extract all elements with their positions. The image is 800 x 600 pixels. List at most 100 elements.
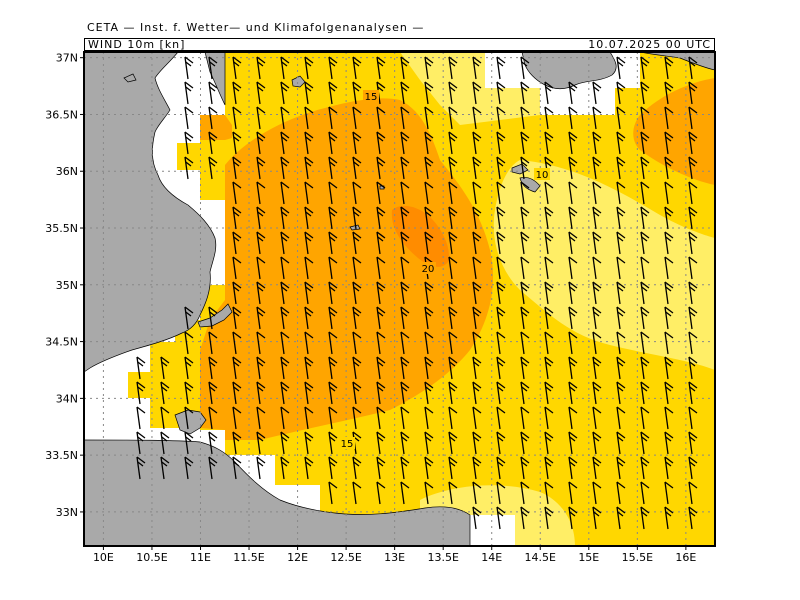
wind-barb	[304, 406, 314, 430]
wind-barb	[544, 256, 554, 280]
wind-barb	[280, 231, 290, 255]
wind-barb	[400, 256, 410, 280]
wind-barb	[664, 56, 674, 80]
lon-tick-label: 10E	[93, 551, 114, 564]
wind-barb	[664, 431, 674, 455]
wind-barb	[496, 456, 506, 480]
wind-barb	[640, 356, 650, 380]
wind-barb	[328, 231, 338, 255]
wind-barb	[136, 406, 146, 430]
wind-barb	[376, 106, 386, 130]
wind-barb	[520, 506, 530, 530]
wind-barb	[400, 456, 410, 480]
wind-barb	[448, 231, 458, 255]
wind-barb	[352, 56, 362, 80]
wind-barb	[592, 456, 602, 480]
wind-barb	[664, 306, 674, 330]
wind-barb	[472, 456, 482, 480]
wind-barb	[304, 106, 314, 130]
wind-barb	[352, 331, 362, 355]
wind-barb	[280, 306, 290, 330]
wind-barb	[352, 81, 362, 105]
wind-barb	[496, 381, 506, 405]
wind-barb	[472, 231, 482, 255]
wind-barb	[688, 131, 698, 155]
wind-barb	[664, 131, 674, 155]
wind-barb	[472, 331, 482, 355]
wind-barb	[496, 306, 506, 330]
wind-barb	[352, 481, 362, 505]
wind-barb	[232, 56, 242, 80]
wind-barb	[640, 406, 650, 430]
wind-barb	[688, 306, 698, 330]
wind-barb	[688, 256, 698, 280]
wind-barb	[472, 406, 482, 430]
wind-band-20-plus	[391, 205, 449, 267]
wind-barb	[304, 156, 314, 180]
wind-barb	[640, 206, 650, 230]
wind-barb	[448, 306, 458, 330]
wind-barb	[232, 381, 242, 405]
wind-barb	[640, 131, 650, 155]
wind-barb	[496, 181, 506, 205]
wind-barb	[400, 331, 410, 355]
wind-barb	[232, 206, 242, 230]
wind-barb	[640, 431, 650, 455]
lon-tick-label: 13.5E	[427, 551, 458, 564]
wind-barb	[688, 381, 698, 405]
wind-barb	[640, 281, 650, 305]
wind-barb	[496, 206, 506, 230]
map-frame	[83, 51, 716, 547]
wind-barb	[184, 56, 194, 80]
wind-barb	[424, 456, 434, 480]
wind-barb	[544, 306, 554, 330]
lon-tick-label: 11E	[190, 551, 211, 564]
wind-barb	[280, 381, 290, 405]
wind-barb	[520, 281, 530, 305]
wind-barb	[304, 281, 314, 305]
wind-barb	[472, 306, 482, 330]
lon-tick-label: 11.5E	[233, 551, 264, 564]
wind-barb	[376, 456, 386, 480]
wind-barb	[640, 481, 650, 505]
wind-barb	[232, 256, 242, 280]
wind-barb	[400, 306, 410, 330]
wind-barb	[256, 56, 266, 80]
land-libya	[84, 439, 471, 546]
parameter-label: WIND 10m [kn]	[88, 38, 186, 51]
header-bar: WIND 10m [kn] 10.07.2025 00 UTC	[84, 38, 715, 51]
wind-barb	[328, 481, 338, 505]
wind-barb	[256, 356, 266, 380]
wind-barb	[424, 156, 434, 180]
lon-tick-label: 10.5E	[136, 551, 167, 564]
wind-barb	[568, 256, 578, 280]
wind-barb	[376, 131, 386, 155]
wind-barb	[544, 281, 554, 305]
wind-barb	[304, 231, 314, 255]
wind-barb	[616, 131, 626, 155]
wind-barb	[352, 206, 362, 230]
wind-barb	[664, 106, 674, 130]
wind-barb	[328, 131, 338, 155]
wind-barb	[472, 156, 482, 180]
wind-barb	[568, 381, 578, 405]
wind-barb	[496, 431, 506, 455]
wind-barb	[352, 181, 362, 205]
wind-barb	[256, 281, 266, 305]
wind-barb	[496, 331, 506, 355]
wind-barb	[400, 481, 410, 505]
wind-barb	[136, 381, 146, 405]
wind-barb	[352, 456, 362, 480]
wind-barb	[448, 181, 458, 205]
contour-label: 15	[365, 92, 378, 103]
wind-barb	[400, 81, 410, 105]
wind-barb	[640, 506, 650, 530]
wind-barb	[448, 56, 458, 80]
wind-barb	[568, 156, 578, 180]
wind-barb	[568, 131, 578, 155]
wind-barb	[352, 306, 362, 330]
wind-barb	[592, 306, 602, 330]
wind-barb	[592, 231, 602, 255]
wind-barb	[544, 481, 554, 505]
wind-barb	[472, 381, 482, 405]
